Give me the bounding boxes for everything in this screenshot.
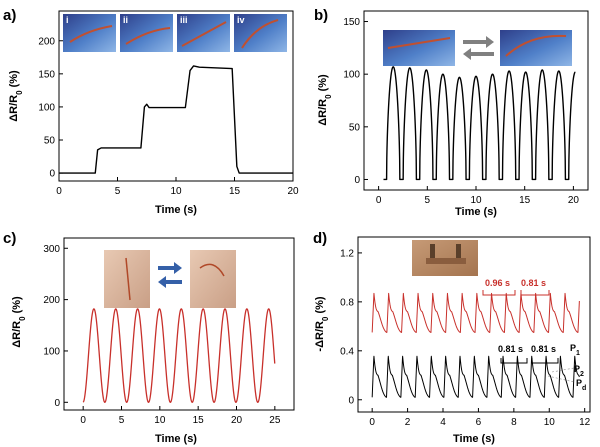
panel-b-x-ticks: 0 5 10 15 20 bbox=[376, 186, 580, 206]
panel-d-x-tick-label: 0 bbox=[369, 417, 375, 428]
panel-a-y-tick-label: 0 bbox=[49, 169, 55, 180]
panel-b-y-tick-label: 0 bbox=[354, 175, 360, 186]
panel-d-annotations: 0.96 s 0.81 s 0.81 s 0.81 s P1 P2 Pd bbox=[482, 278, 586, 392]
panel-a-series-line bbox=[59, 65, 293, 174]
panel-d-label-p1: P1 bbox=[570, 343, 580, 357]
panel-d-x-tick-label: 10 bbox=[544, 417, 556, 428]
panel-b-series-line bbox=[382, 66, 576, 181]
panel-a-inset-label-iii: iii bbox=[180, 15, 188, 25]
panel-a-inset-label-iv: iv bbox=[237, 15, 245, 25]
panel-c-y-tick-label: 100 bbox=[43, 346, 60, 357]
panel-b-y-tick-label: 50 bbox=[349, 122, 361, 133]
panel-a-y-tick-label: 100 bbox=[38, 102, 55, 113]
panel-a-inset-photo-ii: ii bbox=[120, 14, 173, 52]
panel-d-label: d) bbox=[313, 230, 327, 247]
panel-c-x-tick-label: 5 bbox=[119, 415, 125, 426]
panel-c-plot-frame bbox=[63, 237, 295, 411]
panel-c-inset-arrows bbox=[158, 262, 182, 288]
panel-b-inset-arrows bbox=[463, 36, 494, 60]
panel-d-y-tick-label: 0 bbox=[348, 395, 354, 406]
panel-b-inset-photo-straight bbox=[383, 30, 455, 66]
panel-d-interval-label-red-1: 0.96 s bbox=[485, 278, 510, 288]
panel-b-label: b) bbox=[314, 7, 328, 24]
panel-b: b) 0 5 10 15 20 0 50 100 150 Time (s) ΔR/R0 (%) bbox=[314, 7, 589, 218]
panel-d-label-p2: P2 bbox=[574, 364, 584, 378]
panel-a-x-axis-label: Time (s) bbox=[155, 204, 197, 216]
panel-d-series-red-line bbox=[371, 292, 580, 333]
panel-d-y-axis-label: -ΔR/R0 (%) bbox=[314, 296, 330, 351]
panel-d-interval-label-black-2: 0.81 s bbox=[531, 344, 556, 354]
panel-a-y-tick-label: 150 bbox=[38, 69, 55, 80]
panel-d-x-axis-label: Time (s) bbox=[453, 433, 495, 445]
panel-a-inset-label-ii: ii bbox=[123, 15, 128, 25]
panel-c-y-ticks: 0 100 200 300 bbox=[43, 244, 68, 409]
panel-d-interval-label-black-1: 0.81 s bbox=[498, 344, 523, 354]
panel-a-y-tick-label: 200 bbox=[38, 36, 55, 47]
panel-d-interval-label-red-2: 0.81 s bbox=[521, 278, 546, 288]
panel-b-x-axis-label: Time (s) bbox=[455, 206, 497, 218]
panel-b-x-tick-label: 20 bbox=[568, 195, 580, 206]
panel-c-x-tick-label: 15 bbox=[193, 415, 205, 426]
panel-c-y-tick-label: 200 bbox=[43, 295, 60, 306]
panel-c-inset-photo-arm-straight bbox=[104, 250, 150, 308]
panel-b-y-tick-label: 150 bbox=[343, 17, 360, 28]
panel-b-y-axis-label: ΔR/R0 (%) bbox=[317, 74, 333, 126]
panel-c-x-ticks: 0 5 10 15 20 25 bbox=[80, 406, 281, 426]
panel-a: a) 0 5 10 15 20 0 50 100 150 200 Time (s) ΔR/R0 … bbox=[3, 7, 299, 216]
panel-a-inset-label-i: i bbox=[66, 15, 69, 25]
panel-a-x-tick-label: 10 bbox=[170, 186, 182, 197]
panel-d-y-tick-label: 0.8 bbox=[340, 297, 354, 308]
panel-c-y-tick-label: 300 bbox=[43, 244, 60, 255]
panel-b-x-tick-label: 10 bbox=[470, 195, 482, 206]
panel-c-series-line bbox=[82, 308, 276, 403]
panel-c-x-tick-label: 20 bbox=[231, 415, 243, 426]
panel-a-label: a) bbox=[3, 7, 16, 24]
panel-d-x-tick-label: 6 bbox=[476, 417, 482, 428]
panel-b-y-ticks: 0 50 100 150 bbox=[343, 17, 368, 186]
panel-b-inset-photo-bent bbox=[500, 30, 572, 66]
panel-d: d) 0 2 4 6 8 10 12 0 0.4 0.8 1.2 Time (s) -ΔR/R0 … bbox=[313, 230, 591, 445]
panel-d-x-tick-label: 12 bbox=[579, 417, 591, 428]
panel-d-y-tick-label: 1.2 bbox=[340, 248, 354, 259]
panel-c: c) 0 5 10 15 20 25 0 100 200 300 Time (s) ΔR/R0 … bbox=[3, 230, 295, 445]
panel-a-y-ticks: 0 50 100 150 200 bbox=[38, 36, 63, 180]
panel-a-x-tick-label: 20 bbox=[287, 186, 299, 197]
panel-b-x-tick-label: 15 bbox=[519, 195, 531, 206]
panel-c-x-tick-label: 0 bbox=[80, 415, 86, 426]
panel-a-inset-photo-i: i bbox=[63, 14, 116, 52]
panel-a-inset-photo-iv: iv bbox=[234, 14, 287, 52]
panel-d-y-tick-label: 0.4 bbox=[340, 346, 354, 357]
panel-a-x-tick-label: 15 bbox=[229, 186, 241, 197]
panel-c-x-tick-label: 10 bbox=[154, 415, 166, 426]
panel-b-y-tick-label: 100 bbox=[343, 70, 360, 81]
panel-c-y-axis-label: ΔR/R0 (%) bbox=[11, 296, 27, 348]
panel-c-y-tick-label: 0 bbox=[54, 398, 60, 409]
panel-d-x-tick-label: 4 bbox=[440, 417, 446, 428]
panel-a-y-axis-label: ΔR/R0 (%) bbox=[8, 70, 24, 122]
panel-d-x-ticks: 0 2 4 6 8 10 12 bbox=[369, 408, 591, 428]
panel-c-inset-photo-arm-bent bbox=[190, 250, 236, 308]
panel-d-inset-photo-sensor bbox=[412, 240, 478, 276]
panel-d-x-tick-label: 8 bbox=[511, 417, 517, 428]
panel-c-label: c) bbox=[3, 230, 16, 247]
panel-d-x-tick-label: 2 bbox=[405, 417, 411, 428]
panel-a-y-tick-label: 50 bbox=[44, 135, 56, 146]
panel-b-x-tick-label: 5 bbox=[425, 195, 431, 206]
panel-a-inset-photo-iii: iii bbox=[177, 14, 230, 52]
panel-a-x-tick-label: 5 bbox=[115, 186, 121, 197]
panel-c-x-tick-label: 25 bbox=[269, 415, 281, 426]
panel-c-x-axis-label: Time (s) bbox=[155, 433, 197, 445]
panel-a-x-ticks: 0 5 10 15 20 bbox=[56, 177, 299, 197]
panel-d-y-ticks: 0 0.4 0.8 1.2 bbox=[340, 248, 362, 406]
panel-d-plot-frame bbox=[357, 236, 591, 413]
panel-b-x-tick-label: 0 bbox=[376, 195, 382, 206]
panel-a-x-tick-label: 0 bbox=[56, 186, 62, 197]
panel-d-label-pd: Pd bbox=[576, 378, 586, 392]
panel-d-series-black-line bbox=[371, 355, 580, 398]
